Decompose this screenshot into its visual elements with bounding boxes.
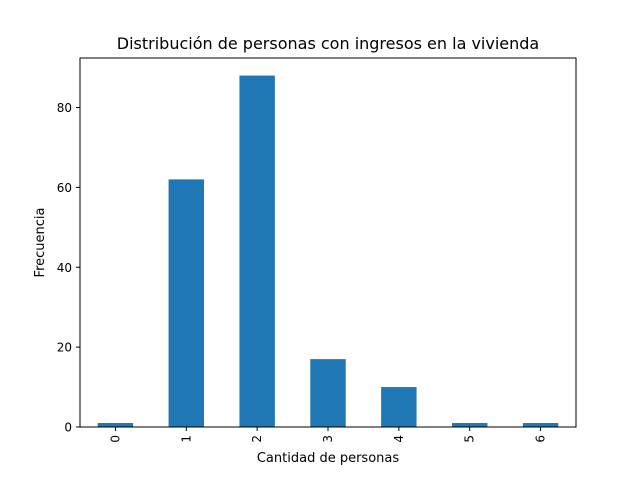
x-axis-ticks: 0 1 2 3 4 5 6 bbox=[108, 427, 548, 443]
x-axis-label: Cantidad de personas bbox=[257, 451, 400, 466]
bar-1 bbox=[168, 179, 204, 427]
y-axis-ticks: 0 20 40 60 80 bbox=[57, 101, 80, 435]
plot-frame bbox=[79, 57, 577, 428]
bars-group bbox=[97, 75, 559, 427]
x-tick-label-3: 3 bbox=[321, 435, 335, 443]
y-tick-label-80: 80 bbox=[57, 101, 72, 115]
x-tick-label-1: 1 bbox=[179, 435, 193, 443]
y-tick-label-60: 60 bbox=[57, 181, 72, 195]
x-tick-label-2: 2 bbox=[250, 435, 264, 443]
y-tick-label-40: 40 bbox=[57, 261, 72, 275]
y-tick-label-0: 0 bbox=[64, 421, 72, 435]
bar-0 bbox=[97, 423, 134, 427]
x-tick-label-4: 4 bbox=[392, 435, 406, 443]
y-axis-label: Frecuencia bbox=[33, 208, 48, 278]
bar-2 bbox=[239, 75, 275, 427]
y-tick-label-20: 20 bbox=[57, 341, 72, 355]
x-tick-label-6: 6 bbox=[534, 435, 548, 443]
chart-title: Distribución de personas con ingresos en… bbox=[117, 34, 539, 53]
x-tick-label-5: 5 bbox=[463, 435, 477, 443]
x-tick-label-0: 0 bbox=[108, 435, 122, 443]
bar-3 bbox=[310, 359, 346, 427]
bar-5 bbox=[452, 423, 488, 427]
bar-6 bbox=[522, 423, 559, 427]
bar-4 bbox=[381, 387, 417, 427]
